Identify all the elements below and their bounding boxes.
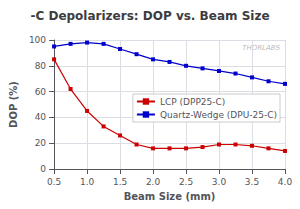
svg-text:20: 20 (35, 138, 47, 148)
svg-text:Beam Size (mm): Beam Size (mm) (124, 191, 216, 202)
svg-text:LCP (DPP25-C): LCP (DPP25-C) (160, 97, 225, 107)
svg-text:2.0: 2.0 (146, 177, 161, 187)
svg-text:0.5: 0.5 (47, 177, 61, 187)
svg-text:-C Depolarizers: DOP vs. Beam: -C Depolarizers: DOP vs. Beam Size (30, 9, 269, 23)
svg-text:THORLABS: THORLABS (242, 44, 280, 52)
svg-text:3.0: 3.0 (212, 177, 227, 187)
svg-text:2.5: 2.5 (179, 177, 193, 187)
svg-text:4.0: 4.0 (278, 177, 293, 187)
svg-text:40: 40 (35, 112, 47, 122)
svg-text:1.0: 1.0 (80, 177, 95, 187)
svg-text:DOP (%): DOP (%) (8, 81, 19, 128)
svg-text:3.5: 3.5 (245, 177, 259, 187)
svg-text:100: 100 (29, 35, 46, 45)
svg-text:60: 60 (35, 87, 47, 97)
svg-text:1.5: 1.5 (113, 177, 127, 187)
svg-text:0: 0 (40, 164, 46, 174)
svg-text:Quartz-Wedge (DPU-25-C): Quartz-Wedge (DPU-25-C) (160, 110, 277, 120)
svg-text:80: 80 (35, 61, 47, 71)
